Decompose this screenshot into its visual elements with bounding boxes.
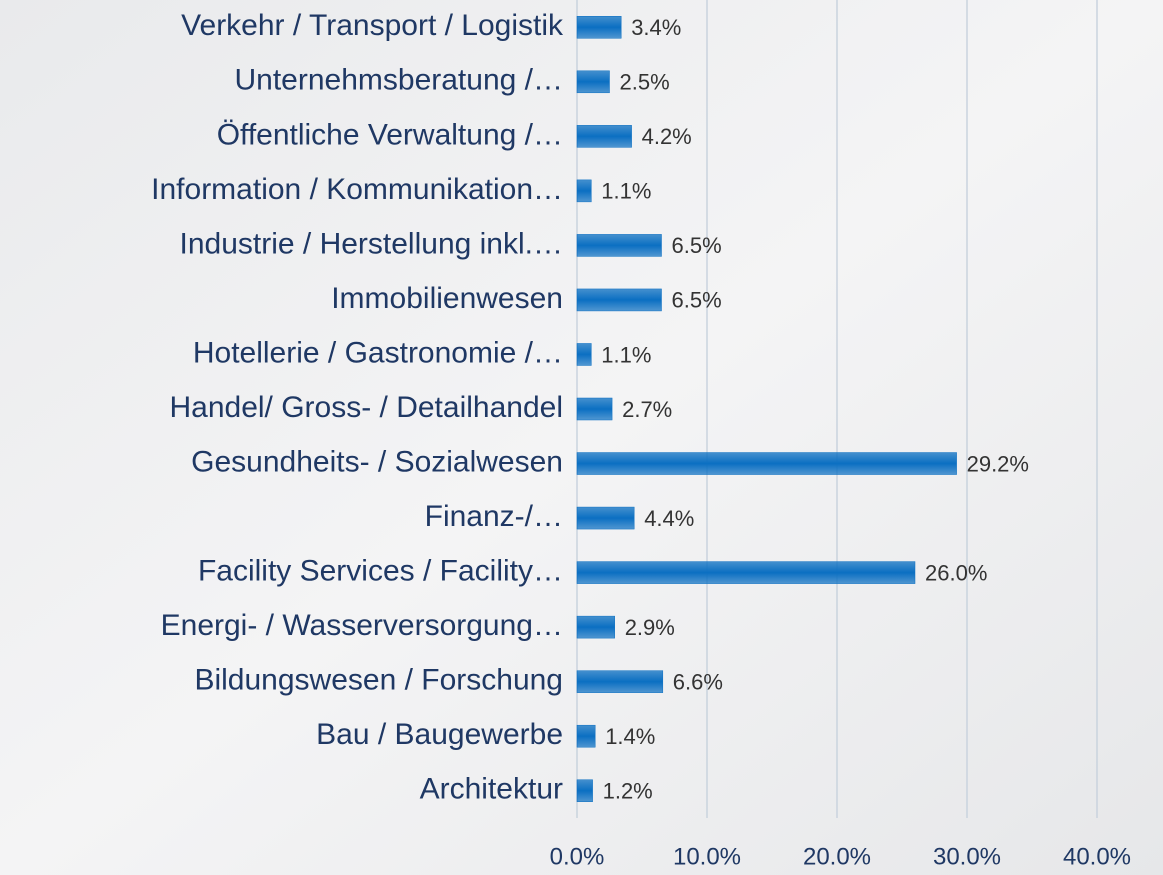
x-tick-label: 0.0% bbox=[550, 843, 605, 870]
data-label: 2.9% bbox=[625, 615, 675, 640]
y-tick-label: Facility Services / Facility… bbox=[198, 555, 563, 588]
data-label: 26.0% bbox=[925, 560, 987, 585]
y-tick-label: Energi- / Wasserversorgung… bbox=[161, 609, 563, 642]
bar bbox=[576, 779, 593, 802]
data-label: 29.2% bbox=[967, 451, 1029, 476]
y-tick-label: Handel/ Gross- / Detailhandel bbox=[169, 391, 563, 424]
bar bbox=[576, 397, 613, 421]
y-tick-label: Bildungswesen / Forschung bbox=[194, 664, 563, 697]
y-tick-label: Immobilienwesen bbox=[331, 282, 563, 315]
x-tick-label: 10.0% bbox=[673, 843, 741, 870]
bar bbox=[576, 234, 662, 257]
bar bbox=[576, 452, 957, 475]
bar bbox=[576, 343, 592, 366]
y-tick-label: Gesundheits- / Sozialwesen bbox=[191, 445, 563, 478]
y-tick-label: Unternehmsberatung /… bbox=[234, 64, 563, 97]
y-tick-label: Finanz-/… bbox=[425, 500, 563, 533]
data-label: 1.2% bbox=[603, 779, 653, 804]
bar bbox=[576, 615, 615, 639]
x-tick-label: 20.0% bbox=[803, 843, 871, 870]
bar bbox=[576, 561, 916, 584]
data-label: 1.4% bbox=[605, 724, 655, 749]
x-tick-label: 30.0% bbox=[933, 843, 1001, 870]
bar bbox=[576, 16, 622, 39]
data-label: 4.2% bbox=[642, 124, 692, 149]
y-tick-label: Architektur bbox=[420, 773, 563, 806]
y-tick-label: Bau / Baugewerbe bbox=[316, 718, 563, 751]
data-label: 1.1% bbox=[601, 342, 651, 367]
x-tick-label: 40.0% bbox=[1063, 843, 1131, 870]
data-label: 6.5% bbox=[672, 233, 722, 258]
y-tick-label: Information / Kommunikation… bbox=[151, 173, 563, 206]
data-label: 1.1% bbox=[601, 179, 651, 204]
bar bbox=[576, 70, 610, 94]
y-tick-label: Verkehr / Transport / Logistik bbox=[181, 9, 564, 42]
bar bbox=[576, 506, 635, 530]
bar bbox=[576, 288, 662, 312]
bar bbox=[576, 670, 664, 693]
data-label: 2.5% bbox=[620, 70, 670, 95]
data-label: 3.4% bbox=[631, 15, 681, 40]
data-label: 6.5% bbox=[672, 288, 722, 313]
data-label: 2.7% bbox=[622, 397, 672, 422]
bar bbox=[576, 125, 632, 148]
y-tick-label: Industrie / Herstellung inkl.… bbox=[180, 227, 564, 260]
y-tick-label: Öffentliche Verwaltung /… bbox=[217, 118, 563, 151]
data-label: 6.6% bbox=[673, 669, 723, 694]
bar bbox=[576, 724, 596, 748]
bar bbox=[576, 179, 592, 203]
y-tick-label: Hotellerie / Gastronomie /… bbox=[193, 336, 563, 369]
data-label: 4.4% bbox=[644, 506, 694, 531]
plot-area: 0.0% 10.0% 20.0% 30.0% 40.0% Verkehr / Transp… bbox=[151, 0, 1131, 870]
